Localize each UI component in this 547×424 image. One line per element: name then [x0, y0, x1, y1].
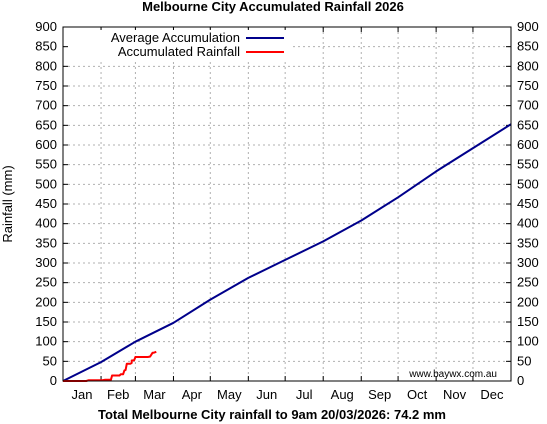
y-tick-label-left: 850 [35, 39, 57, 54]
y-tick-label-left: 300 [35, 255, 57, 270]
y-tick-label-right: 400 [517, 216, 539, 231]
x-axis: Jan Feb Mar Apr May Jun Jul Aug Sep Oct Nov Dec [72, 27, 504, 402]
y-axis-left: 0 50 100 150 200 250 300 350 400 450 500 550 600 650 7… [35, 19, 68, 388]
y-tick-label-right: 750 [517, 78, 539, 93]
plot-frame [62, 26, 512, 382]
legend: Average Accumulation Accumulated Rainfal… [68, 30, 290, 59]
y-tick-label-right: 900 [517, 19, 539, 34]
y-tick-label-right: 700 [517, 98, 539, 113]
x-tick-label: Sep [368, 387, 391, 402]
y-tick-label-right: 350 [517, 235, 539, 250]
y-axis-right: 0 50 100 150 200 250 300 350 400 450 500 550 600 650 7… [506, 19, 539, 388]
x-tick-label: Nov [443, 387, 467, 402]
y-tick-label-left: 350 [35, 235, 57, 250]
y-tick-label-right: 150 [517, 314, 539, 329]
x-tick-label: Dec [480, 387, 504, 402]
y-tick-label-right: 100 [517, 334, 539, 349]
legend-label-average: Average Accumulation [111, 30, 240, 45]
y-tick-label-right: 650 [517, 117, 539, 132]
y-tick-label-left: 200 [35, 294, 57, 309]
x-axis-label: Total Melbourne City rainfall to 9am 20/… [98, 407, 446, 422]
y-tick-label-left: 650 [35, 117, 57, 132]
y-tick-label-left: 100 [35, 334, 57, 349]
y-tick-label-right: 300 [517, 255, 539, 270]
x-tick-label: Apr [182, 387, 203, 402]
y-axis-label: Rainfall (mm) [0, 165, 15, 242]
y-tick-label-right: 0 [517, 373, 524, 388]
y-tick-label-left: 550 [35, 157, 57, 172]
y-tick-label-left: 600 [35, 137, 57, 152]
series-lines [62, 123, 512, 382]
y-tick-label-right: 850 [517, 39, 539, 54]
x-tick-label: Jan [72, 387, 93, 402]
y-tick-label-right: 500 [517, 176, 539, 191]
y-tick-label-left: 150 [35, 314, 57, 329]
x-tick-label: May [217, 387, 242, 402]
y-tick-label-left: 0 [50, 373, 57, 388]
legend-label-accumulated: Accumulated Rainfall [118, 44, 240, 59]
y-tick-label-right: 200 [517, 294, 539, 309]
legend-box [68, 30, 290, 59]
y-tick-label-left: 400 [35, 216, 57, 231]
x-tick-label: Jun [256, 387, 277, 402]
x-tick-label: Feb [107, 387, 129, 402]
x-tick-label: Aug [331, 387, 354, 402]
y-tick-label-right: 800 [517, 58, 539, 73]
y-tick-label-left: 750 [35, 78, 57, 93]
y-tick-label-right: 50 [517, 353, 531, 368]
chart-title: Melbourne City Accumulated Rainfall 2026 [142, 0, 404, 14]
y-tick-label-left: 50 [43, 353, 57, 368]
x-tick-label: Mar [143, 387, 166, 402]
y-tick-label-right: 250 [517, 275, 539, 290]
website-annotation: www.baywx.com.au [408, 369, 497, 380]
y-tick-label-right: 550 [517, 157, 539, 172]
x-tick-label: Oct [407, 387, 428, 402]
y-tick-label-left: 250 [35, 275, 57, 290]
y-tick-label-left: 700 [35, 98, 57, 113]
y-tick-label-left: 450 [35, 196, 57, 211]
x-tick-label: Jul [296, 387, 313, 402]
y-tick-label-left: 500 [35, 176, 57, 191]
y-tick-label-left: 900 [35, 19, 57, 34]
y-tick-label-left: 800 [35, 58, 57, 73]
series-line-accumulated [63, 350, 157, 382]
series-line-average [62, 123, 512, 382]
y-tick-label-right: 600 [517, 137, 539, 152]
y-tick-label-right: 450 [517, 196, 539, 211]
